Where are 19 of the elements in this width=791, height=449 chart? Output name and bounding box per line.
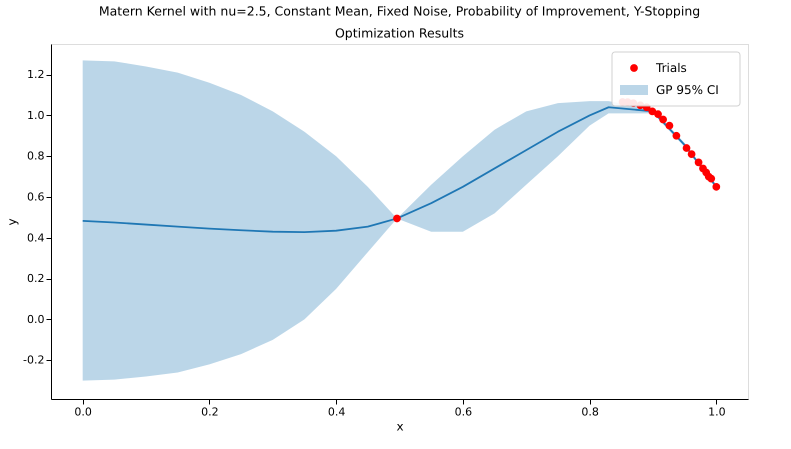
x-tick-label: 0.8 xyxy=(581,406,599,418)
y-axis-title: y xyxy=(5,218,20,226)
legend-label: GP 95% CI xyxy=(656,83,719,97)
x-axis-title: x xyxy=(396,420,404,434)
y-tick-label: 0.0 xyxy=(27,312,44,326)
y-tick-label: 0.8 xyxy=(27,150,44,163)
x-tick-label: 0.6 xyxy=(454,406,472,418)
y-tick-label: 1.0 xyxy=(27,108,44,122)
x-tick-label: 1.0 xyxy=(708,406,726,418)
y-tick-label: 0.4 xyxy=(27,231,44,244)
y-tick-label: -0.2 xyxy=(23,354,44,367)
y-tick-label: 0.6 xyxy=(27,190,44,204)
x-tick-label: 0.0 xyxy=(74,406,92,418)
x-tick-label: 0.4 xyxy=(328,406,346,418)
x-tick-label: 0.2 xyxy=(201,406,219,418)
y-tick-label: 1.2 xyxy=(27,68,44,82)
y-tick-label: 0.2 xyxy=(27,272,44,286)
chart-title: Matern Kernel with nu=2.5, Constant Mean, Fixed Noise, Probability of Improvement, Y-Stopping Optimization Results xyxy=(98,4,700,40)
legend-label: Trials xyxy=(655,61,687,75)
